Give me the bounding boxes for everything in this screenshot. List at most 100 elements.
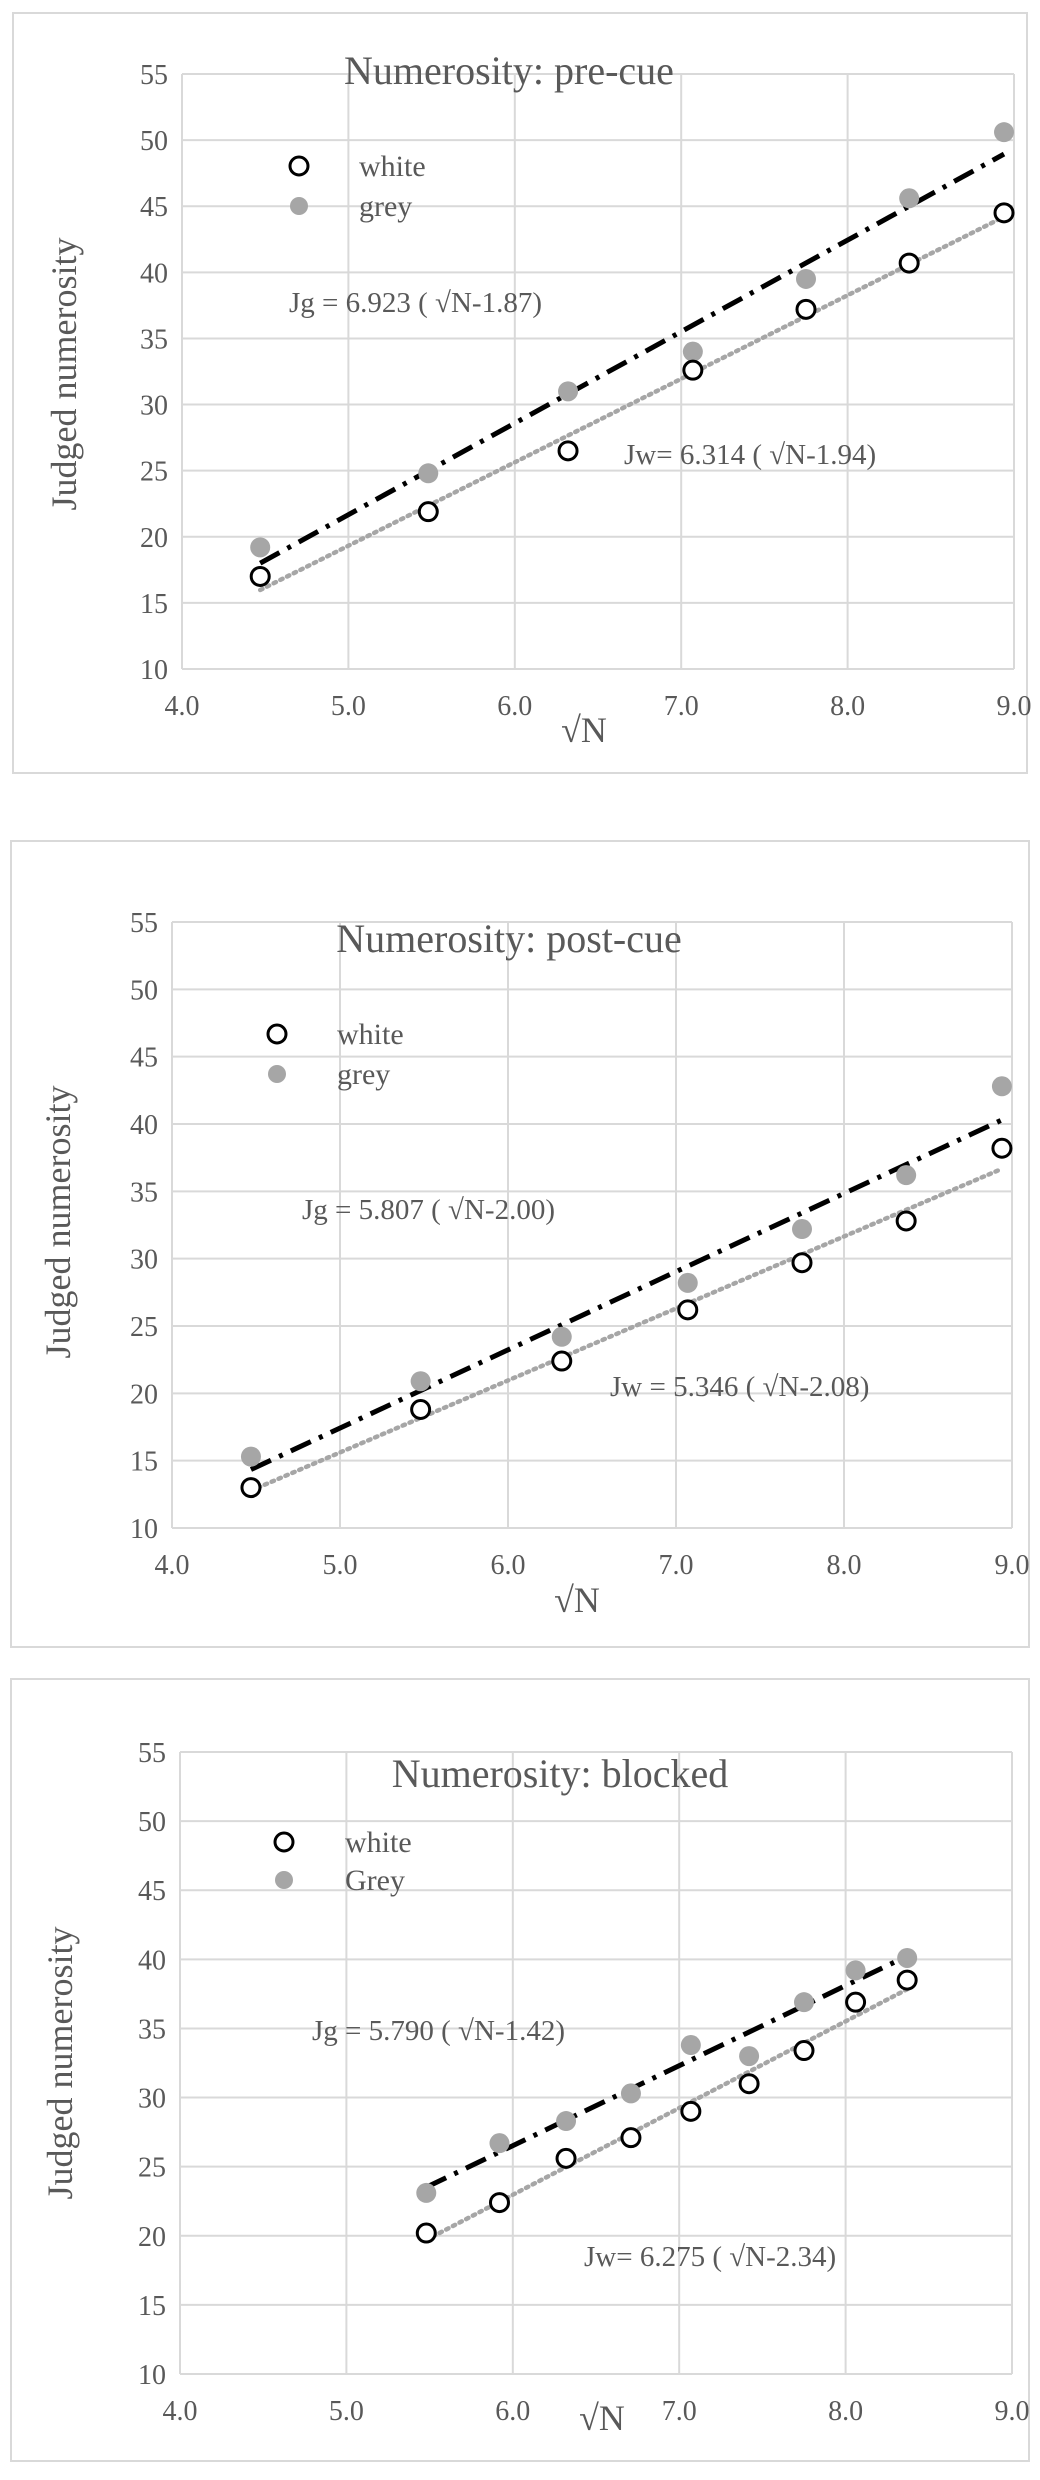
- y-tick-label: 10: [130, 1514, 158, 1545]
- data-point-white: [240, 1477, 262, 1499]
- y-tick-label: 20: [138, 2222, 166, 2253]
- data-point-grey: [739, 2046, 760, 2067]
- x-tick-label: 5.0: [323, 1550, 358, 1581]
- y-tick-label: 55: [140, 60, 168, 91]
- fit-line-white: [257, 214, 1007, 593]
- y-tick-label: 35: [138, 2014, 166, 2045]
- data-point-white: [415, 2222, 437, 2244]
- x-tick-label: 4.0: [163, 2396, 198, 2427]
- data-point-grey: [792, 1219, 812, 1240]
- legend-marker-grey: [290, 197, 308, 215]
- y-tick-label: 40: [138, 1945, 166, 1976]
- data-point-white: [488, 2192, 510, 2214]
- chart-title: Numerosity: pre-cue: [344, 48, 674, 93]
- y-tick-label: 50: [140, 126, 168, 157]
- x-tick-label: 8.0: [827, 1550, 862, 1581]
- legend-label-white: white: [359, 150, 426, 183]
- data-point-grey: [551, 1326, 572, 1347]
- fit-equation-grey: Jg = 6.923 ( √N-1.87): [289, 287, 542, 319]
- y-tick-label: 40: [130, 1110, 158, 1141]
- data-point-grey: [410, 1371, 431, 1392]
- x-tick-label: 9.0: [995, 2396, 1030, 2427]
- data-point-grey: [682, 341, 703, 362]
- data-point-white: [896, 1969, 918, 1991]
- series-grey: [250, 122, 1015, 558]
- y-tick-label: 15: [138, 2291, 166, 2322]
- y-tick-label: 45: [130, 1043, 158, 1074]
- data-point-white: [680, 2100, 702, 2122]
- data-point-grey: [416, 2182, 437, 2203]
- fit-equation-grey: Jg = 5.807 ( √N-2.00): [302, 1194, 555, 1226]
- x-axis-title: √N: [554, 1580, 600, 1620]
- data-point-white: [620, 2127, 642, 2149]
- fit-equation-white: Jw = 5.346 ( √N-2.08): [610, 1371, 869, 1403]
- data-point-white: [249, 565, 271, 587]
- chart-panel-pre-cue: 10 15 20 25 30 35 40 45 50 55 4.0 5.0 6.0 7.0 8.0 9.0 Nu…: [12, 12, 1032, 774]
- x-tick-label: 5.0: [331, 691, 366, 722]
- chart-panel-blocked: 10 15 20 25 30 35 40 45 50 55 4.0 5.0 6.0 7.0 8.0 9.0 Nu…: [10, 1678, 1030, 2462]
- fit-equation-white: Jw= 6.314 ( √N-1.94): [624, 439, 876, 471]
- data-point-white: [791, 1252, 813, 1274]
- legend-label-white: white: [337, 1018, 404, 1051]
- data-point-white: [551, 1350, 573, 1372]
- data-point-white: [898, 252, 920, 274]
- data-point-white: [738, 2073, 760, 2095]
- y-tick-label: 55: [138, 1738, 166, 1769]
- y-tick-label: 45: [138, 1876, 166, 1907]
- legend-marker-white: [288, 155, 310, 177]
- y-tick-label: 10: [140, 655, 168, 686]
- data-point-grey: [250, 537, 271, 558]
- data-point-white: [895, 1210, 917, 1232]
- data-point-grey: [794, 1992, 814, 2013]
- y-tick-label: 55: [130, 908, 158, 939]
- x-tick-label: 4.0: [155, 1550, 190, 1581]
- data-point-white: [682, 359, 704, 381]
- data-point-grey: [620, 2083, 641, 2104]
- y-tick-label: 20: [140, 523, 168, 554]
- legend-label-grey: Grey: [345, 1864, 405, 1897]
- fit-line-grey: [259, 151, 1006, 566]
- data-point-grey: [240, 1446, 261, 1467]
- y-tick-label: 50: [138, 1807, 166, 1838]
- y-tick-label: 10: [138, 2360, 166, 2391]
- y-tick-label: 35: [140, 324, 168, 355]
- data-point-grey: [899, 188, 920, 209]
- data-point-white: [795, 298, 817, 320]
- x-tick-label: 6.0: [495, 2396, 530, 2427]
- fit-equation-grey: Jg = 5.790 ( √N-1.42): [312, 2015, 565, 2047]
- y-tick-label: 30: [138, 2084, 166, 2115]
- chart-title: Numerosity: blocked: [392, 1751, 729, 1796]
- legend-label-grey: grey: [337, 1058, 390, 1091]
- y-tick-label: 30: [140, 391, 168, 422]
- y-tick-label: 15: [130, 1447, 158, 1478]
- legend-label-white: white: [345, 1826, 412, 1859]
- x-tick-label: 6.0: [497, 691, 532, 722]
- x-tick-label: 4.0: [165, 691, 200, 722]
- data-point-white: [677, 1299, 699, 1321]
- data-point-white: [793, 2040, 815, 2062]
- data-point-white: [410, 1398, 432, 1420]
- series-white: [415, 1969, 918, 2244]
- data-point-white: [993, 202, 1015, 224]
- legend-marker-white: [266, 1023, 288, 1045]
- x-tick-label: 8.0: [830, 691, 865, 722]
- y-tick-label: 30: [130, 1245, 158, 1276]
- scatter-chart-post-cue: 10 15 20 25 30 35 40 45 50 55 4.0 5.0 6.0 7.0 8.0 9.0 Nu…: [38, 908, 1030, 1620]
- data-point-grey: [897, 1947, 918, 1968]
- legend-marker-grey: [275, 1871, 293, 1889]
- data-point-grey: [796, 268, 816, 289]
- fit-line-grey: [249, 1117, 1003, 1472]
- data-point-grey: [677, 1272, 698, 1293]
- series-grey: [240, 1076, 1012, 1467]
- x-tick-label: 7.0: [659, 1550, 694, 1581]
- data-point-grey: [418, 463, 439, 484]
- x-tick-label: 6.0: [491, 1550, 526, 1581]
- data-point-grey: [558, 381, 579, 402]
- y-axis-title: Judged numerosity: [44, 238, 84, 511]
- data-point-grey: [489, 2133, 510, 2154]
- legend-label-grey: grey: [359, 190, 412, 223]
- gridlines: [181, 73, 1015, 670]
- x-tick-label: 8.0: [828, 2396, 863, 2427]
- chart-title: Numerosity: post-cue: [336, 916, 682, 961]
- data-point-white: [557, 440, 579, 462]
